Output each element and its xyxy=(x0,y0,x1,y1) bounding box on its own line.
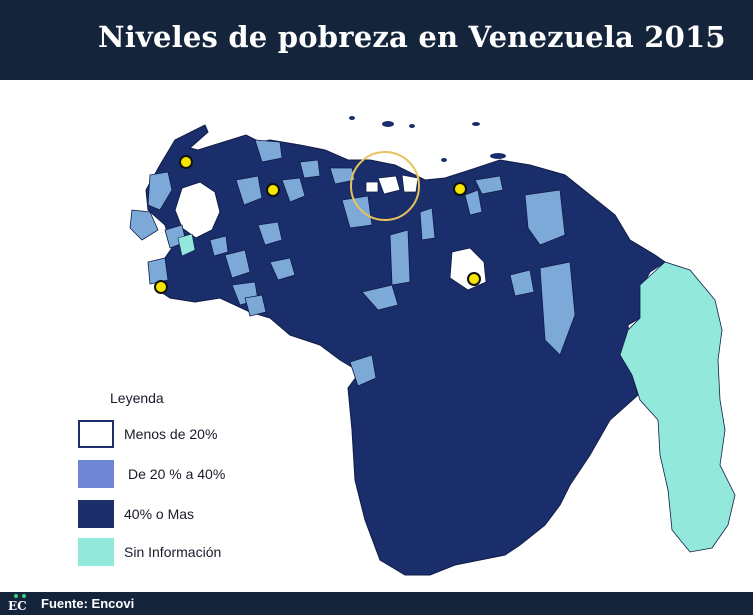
map-legend: Leyenda Menos de 20% De 20 % a 40% 40% o… xyxy=(78,390,298,570)
legend-swatch-mid xyxy=(78,460,114,488)
legend-item-mid: De 20 % a 40% xyxy=(78,460,298,490)
header-bar: Niveles de pobreza en Venezuela 2015 xyxy=(0,0,753,80)
legend-label-low: Menos de 20% xyxy=(124,426,218,442)
ec-logo: EC xyxy=(8,594,34,614)
legend-label-none: Sin Información xyxy=(124,544,222,560)
legend-label-mid: De 20 % a 40% xyxy=(128,466,226,482)
page-title: Niveles de pobreza en Venezuela 2015 xyxy=(98,20,726,54)
legend-swatch-low xyxy=(78,420,114,448)
legend-label-high: 40% o Mas xyxy=(124,506,195,522)
venezuela-map xyxy=(129,116,736,576)
map-region-no-info xyxy=(619,261,736,553)
logo-dot-right xyxy=(22,594,26,598)
city-marker-valencia xyxy=(266,183,280,197)
legend-item-low: Menos de 20% xyxy=(78,420,298,450)
footer-bar: EC Fuente: Encovi xyxy=(0,592,753,615)
legend-swatch-none xyxy=(78,538,114,566)
map-lake-maracaibo xyxy=(174,181,221,239)
city-marker-maracaibo xyxy=(179,155,193,169)
logo-text: EC xyxy=(8,599,27,613)
logo-dot-left xyxy=(14,594,18,598)
map-islands xyxy=(349,116,506,162)
map-regions-mid xyxy=(129,139,576,387)
city-marker-san-cristobal xyxy=(154,280,168,294)
source-credit: Fuente: Encovi xyxy=(41,596,135,611)
city-markers xyxy=(154,155,481,294)
city-marker-barcelona xyxy=(453,182,467,196)
legend-item-none: Sin Información xyxy=(78,538,298,568)
legend-swatch-high xyxy=(78,500,114,528)
legend-item-high: 40% o Mas xyxy=(78,500,298,530)
legend-title: Leyenda xyxy=(110,390,164,406)
caracas-highlight-ring xyxy=(350,151,420,221)
map-area: Leyenda Menos de 20% De 20 % a 40% 40% o… xyxy=(0,80,753,592)
map-region-no-info-small xyxy=(177,233,196,257)
city-marker-maturin xyxy=(467,272,481,286)
